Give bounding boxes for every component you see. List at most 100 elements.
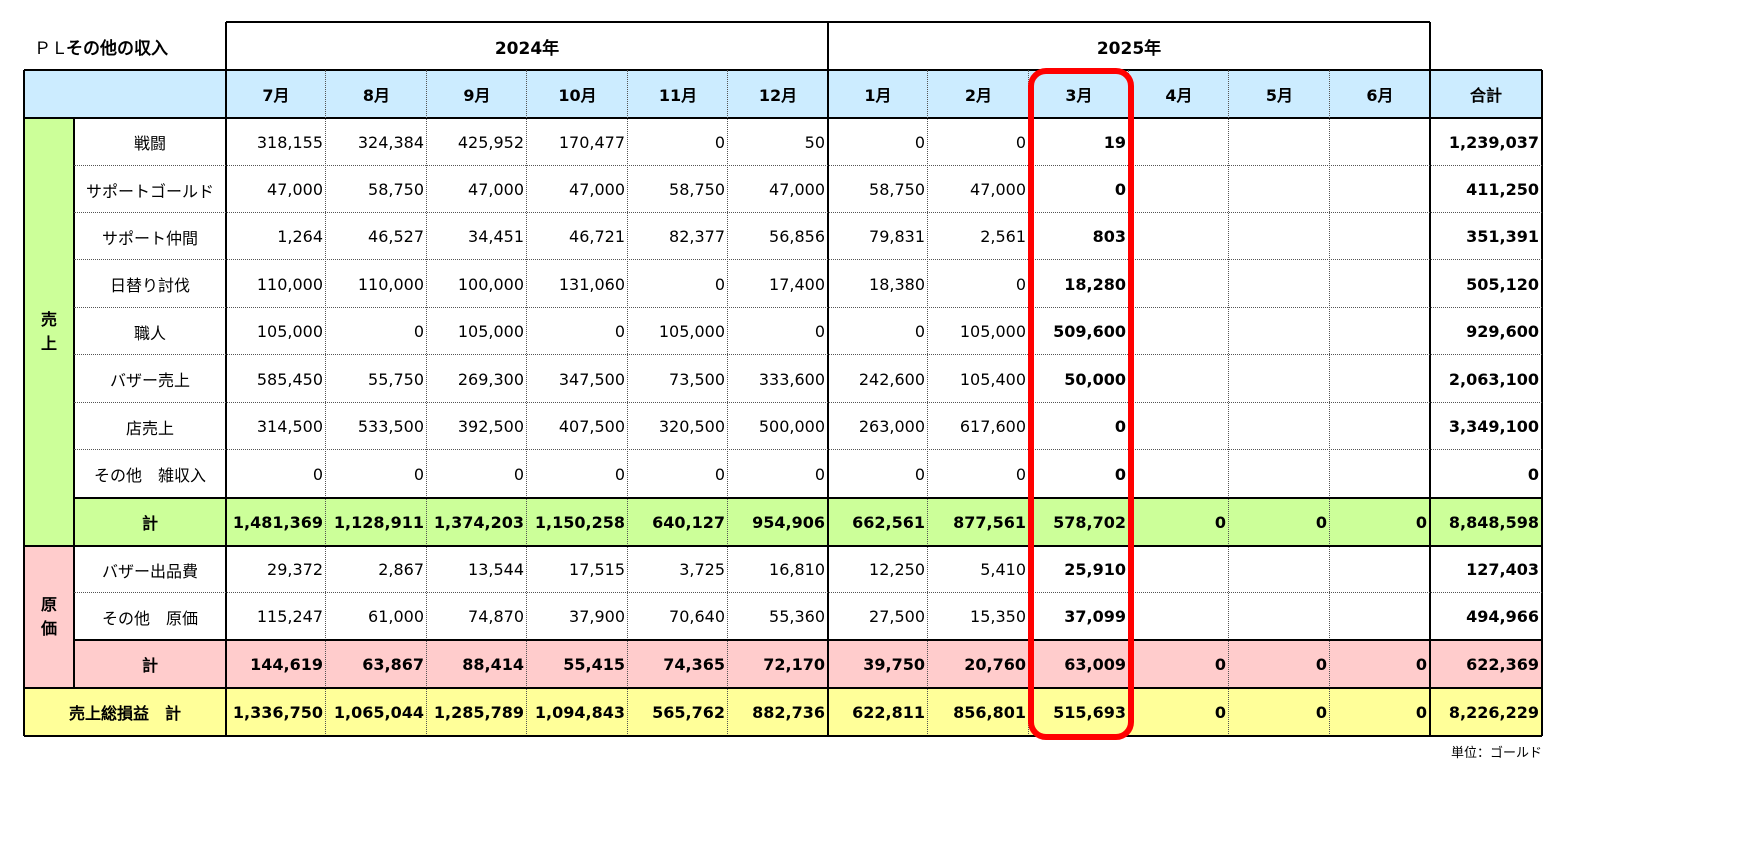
table-cell: 144,619 <box>250 654 323 674</box>
month-header: 3月 <box>1065 86 1093 105</box>
grid-line <box>74 592 1542 593</box>
grand-total-bg <box>24 688 1542 736</box>
table-cell: 242,600 <box>858 369 925 389</box>
month-header: 6月 <box>1366 86 1394 105</box>
table-cell: 0 <box>1315 512 1327 532</box>
table-cell: 622,811 <box>852 702 925 722</box>
table-cell: 58,750 <box>869 180 925 199</box>
table-cell: 105,000 <box>256 322 323 341</box>
data-row-label: サポート仲間 <box>101 228 198 248</box>
grid-line <box>74 449 1542 450</box>
table-cell: 0 <box>1214 512 1226 532</box>
grid-line <box>74 402 1542 403</box>
table-cell: 856,801 <box>953 702 1026 722</box>
month-header: 12月 <box>758 86 798 105</box>
table-cell: 39,750 <box>863 654 925 674</box>
data-row-label: 日替り討伐 <box>109 276 190 295</box>
table-cell: 105,000 <box>959 322 1026 341</box>
table-cell: 662,561 <box>852 512 925 532</box>
table-cell: 17,400 <box>769 274 825 294</box>
table-cell: 79,831 <box>869 227 925 246</box>
table-cell: 13,544 <box>468 560 524 579</box>
grid-line <box>24 69 1542 71</box>
table-cell <box>1229 450 1330 498</box>
table-cell: 17,515 <box>569 560 625 579</box>
table-cell <box>1129 593 1229 640</box>
table-cell: 954,906 <box>752 512 825 532</box>
table-cell: 333,600 <box>758 369 825 389</box>
table-cell: 1,128,911 <box>333 512 424 532</box>
table-cell: 0 <box>614 322 625 341</box>
table-cell <box>1129 308 1229 355</box>
month-header: 8月 <box>362 86 391 105</box>
table-cell: 50 <box>804 132 825 152</box>
month-header: 1月 <box>864 86 892 105</box>
title-prefix: ＰＬ <box>34 38 64 59</box>
table-cell: 1,150,258 <box>534 512 625 532</box>
grand-total-label: 売上総損益 計 <box>68 704 181 723</box>
table-cell: 515,693 <box>1053 702 1126 722</box>
table-cell: 105,400 <box>959 369 1026 389</box>
grid-line <box>727 70 728 736</box>
table-cell: 0 <box>312 464 323 484</box>
table-cell: 617,600 <box>959 417 1026 436</box>
table-cell: 1,285,789 <box>433 702 524 722</box>
table-cell: 58,750 <box>669 180 725 199</box>
table-cell: 16,810 <box>769 560 825 579</box>
table-cell: 61,000 <box>368 607 424 626</box>
table-cell: 115,247 <box>256 607 323 626</box>
table-cell <box>1229 118 1330 166</box>
total-header: 合計 <box>1469 86 1502 105</box>
table-cell <box>1129 260 1229 308</box>
table-cell: 0 <box>1214 702 1226 722</box>
table-cell: 12,250 <box>869 560 925 579</box>
table-cell: 269,300 <box>457 369 524 389</box>
table-cell: 63,009 <box>1064 654 1126 674</box>
table-cell: 46,527 <box>368 227 424 246</box>
table-cell: 170,477 <box>558 132 625 152</box>
table-cell <box>1330 355 1430 403</box>
table-cell: 25,910 <box>1064 560 1126 579</box>
table-cell: 0 <box>614 464 625 484</box>
grid-line <box>426 70 427 736</box>
data-row-label: 戦闘 <box>133 134 166 153</box>
data-row-label: バザー出品費 <box>101 561 198 581</box>
cost-subtotal-bg <box>74 640 1542 688</box>
table-cell <box>1129 118 1229 166</box>
row-total: 929,600 <box>1466 322 1539 341</box>
sales-subtotal-bg <box>74 498 1542 546</box>
table-cell: 0 <box>914 464 925 484</box>
table-cell: 0 <box>1315 702 1327 722</box>
table-cell <box>1229 593 1330 640</box>
table-cell: 0 <box>914 322 925 341</box>
table-cell: 0 <box>1315 654 1327 674</box>
table-cell: 74,870 <box>468 607 524 626</box>
month-header: 11月 <box>658 86 698 105</box>
table-cell: 37,900 <box>569 607 625 626</box>
table-cell: 55,750 <box>368 369 424 389</box>
table-cell: 110,000 <box>357 274 424 294</box>
table-cell: 803 <box>1092 227 1126 246</box>
row-total: 494,966 <box>1466 607 1539 626</box>
table-cell <box>1330 593 1430 640</box>
table-cell: 347,500 <box>558 369 625 389</box>
table-cell: 392,500 <box>457 417 524 436</box>
subtotal-row-label: 計 <box>141 656 158 675</box>
month-header: 7月 <box>262 86 290 105</box>
table-cell: 578,702 <box>1053 512 1126 532</box>
table-cell <box>1129 450 1229 498</box>
table-cell: 55,360 <box>769 607 825 626</box>
table-cell: 320,500 <box>658 417 725 436</box>
table-cell: 407,500 <box>558 417 625 436</box>
year-header-2025: 2025年 <box>1096 38 1162 59</box>
row-total: 0 <box>1527 464 1539 484</box>
grid-line <box>225 70 227 736</box>
table-cell: 425,952 <box>457 132 524 152</box>
table-cell: 19 <box>1103 132 1126 152</box>
row-total: 622,369 <box>1466 654 1539 674</box>
table-cell <box>1129 166 1229 213</box>
row-total: 8,848,598 <box>1448 512 1539 532</box>
unit-note: 単位：ゴールド <box>1450 745 1542 761</box>
grid-line <box>827 70 829 736</box>
table-cell: 1,336,750 <box>232 702 323 722</box>
